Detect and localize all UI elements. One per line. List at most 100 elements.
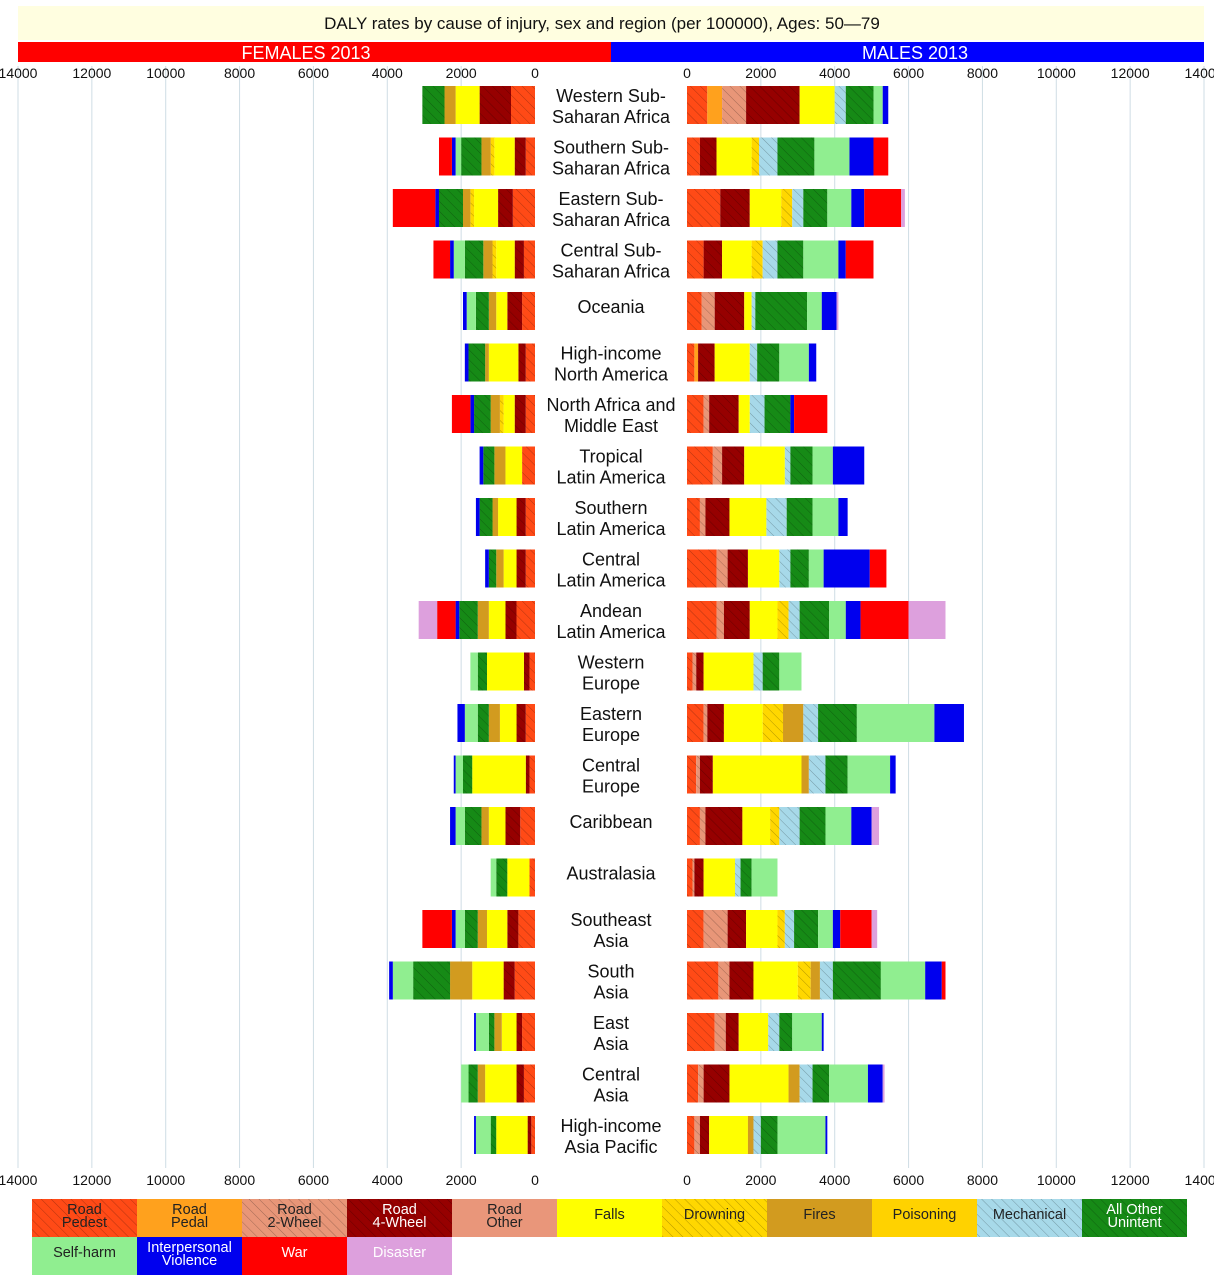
bar-segment-male — [807, 292, 822, 330]
bar-segment-hatch — [770, 807, 780, 845]
bar-segment-male — [729, 498, 767, 536]
bar-segment-hatch — [722, 446, 745, 485]
bar-segment-female — [455, 807, 465, 845]
bar-segment-hatch — [687, 395, 704, 433]
bar-segment-hatch — [703, 910, 728, 948]
bar-segment-female — [451, 137, 456, 176]
region-label: Central Sub-Saharan Africa — [552, 241, 671, 282]
bar-segment-male — [812, 446, 833, 485]
bar-segment-female — [472, 755, 526, 794]
bar-segment-hatch — [720, 189, 750, 227]
bar-segment-female — [477, 601, 489, 639]
bar-segment-hatch — [779, 549, 791, 588]
x-tick-label: 8000 — [224, 65, 255, 81]
bar-segment-hatch — [505, 601, 517, 639]
region-row — [392, 189, 905, 227]
bar-segment-hatch — [834, 86, 846, 124]
region-label: Central Europe — [582, 756, 640, 797]
bar-segment-hatch — [699, 755, 713, 794]
bar-segment-male — [753, 961, 798, 1000]
x-tick-label: 8000 — [224, 1172, 255, 1188]
bar-segment-hatch — [777, 240, 804, 279]
bar-segment-male — [709, 1116, 748, 1154]
bar-segment-hatch — [518, 910, 535, 948]
region-row — [422, 910, 878, 948]
bar-segment-female — [496, 549, 504, 588]
bar-segment-female — [461, 1064, 469, 1103]
bar-segment-hatch — [503, 961, 515, 1000]
bar-segment-male — [714, 343, 750, 382]
bar-segment-female — [485, 343, 489, 382]
bar-segment-female — [501, 1013, 517, 1051]
bar-segment-male — [808, 343, 817, 382]
region-label: Caribbean — [569, 812, 652, 832]
legend: Road Pedest Road Pedal Road 2-Wheel Road 4-Whee… — [32, 1199, 1187, 1275]
bar-segment-male — [792, 1013, 822, 1051]
bar-segment-hatch — [799, 601, 830, 639]
region-row — [457, 704, 964, 742]
bar-segment-female — [503, 549, 517, 588]
bar-segment-hatch — [784, 446, 791, 485]
bar-segment-hatch — [753, 1116, 761, 1154]
bar-segment-hatch — [527, 1116, 532, 1154]
bar-segment-male — [882, 86, 889, 124]
bar-segment-hatch — [696, 652, 704, 691]
bar-segment-hatch — [790, 446, 813, 485]
bar-segment-hatch — [422, 86, 445, 124]
bar-segment-hatch — [692, 652, 697, 691]
bar-segment-hatch — [477, 704, 489, 742]
bar-segment-hatch — [714, 292, 745, 330]
bar-segment-hatch — [707, 704, 724, 742]
bar-segment-female — [462, 292, 467, 330]
bar-segment-hatch — [760, 1116, 778, 1154]
bar-segment-hatch — [687, 704, 704, 742]
x-tick-label: 0 — [531, 65, 539, 81]
bar-segment-female — [451, 910, 456, 948]
bar-segment-hatch — [516, 549, 526, 588]
bar-segment-hatch — [522, 292, 535, 330]
region-label: Southern Latin America — [556, 498, 666, 539]
region-row — [389, 961, 946, 1000]
region-labels: Western Sub-Saharan Africa Southern Sub-S… — [546, 86, 675, 1157]
bar-segment-hatch — [792, 189, 804, 227]
bar-segment-hatch — [696, 755, 700, 794]
bar-segment-female — [433, 240, 451, 279]
bar-segment-male — [712, 755, 802, 794]
bar-segment-female — [450, 961, 473, 1000]
bar-segment-female — [488, 343, 519, 382]
bar-segment-hatch — [687, 343, 695, 382]
bar-segment-male — [825, 807, 852, 845]
bar-segment-male — [867, 1064, 883, 1103]
bar-segment-hatch — [687, 1064, 699, 1103]
legend-item: Mechanical — [977, 1199, 1082, 1237]
legend-item: Drowning — [662, 1199, 767, 1237]
bar-segment-hatch — [464, 807, 482, 845]
x-tick-label: 12000 — [72, 65, 111, 81]
region-row — [451, 395, 828, 433]
region-row — [479, 446, 865, 485]
bar-segment-male — [747, 1116, 754, 1154]
bar-segment-male — [746, 910, 778, 948]
bar-segment-female — [479, 446, 484, 485]
bar-segment-male — [794, 395, 828, 433]
x-tick-label: 0 — [683, 65, 691, 81]
bar-segment-female — [455, 755, 463, 794]
bar-segment-female — [486, 910, 508, 948]
bar-segment-male — [722, 240, 752, 279]
bar-segment-hatch — [753, 652, 763, 691]
x-tick-label: 4000 — [819, 1172, 850, 1188]
bar-segment-male — [779, 652, 802, 691]
legend-label: Drowning — [684, 1207, 745, 1223]
bar-segment-hatch — [496, 858, 508, 897]
bar-segment-female — [474, 1116, 476, 1154]
legend-swatch — [137, 1237, 242, 1275]
bar-segment-female — [490, 395, 500, 433]
bar-segment-hatch — [712, 446, 723, 485]
bar-segment-female — [457, 704, 465, 742]
bar-segment-male — [810, 961, 820, 1000]
region-label: South Asia — [587, 962, 634, 1003]
legend-label: All Other Unintent — [1106, 1202, 1163, 1231]
bar-segment-female — [418, 601, 438, 639]
bar-segment-hatch — [845, 86, 874, 124]
bar-segment-male — [840, 910, 872, 948]
